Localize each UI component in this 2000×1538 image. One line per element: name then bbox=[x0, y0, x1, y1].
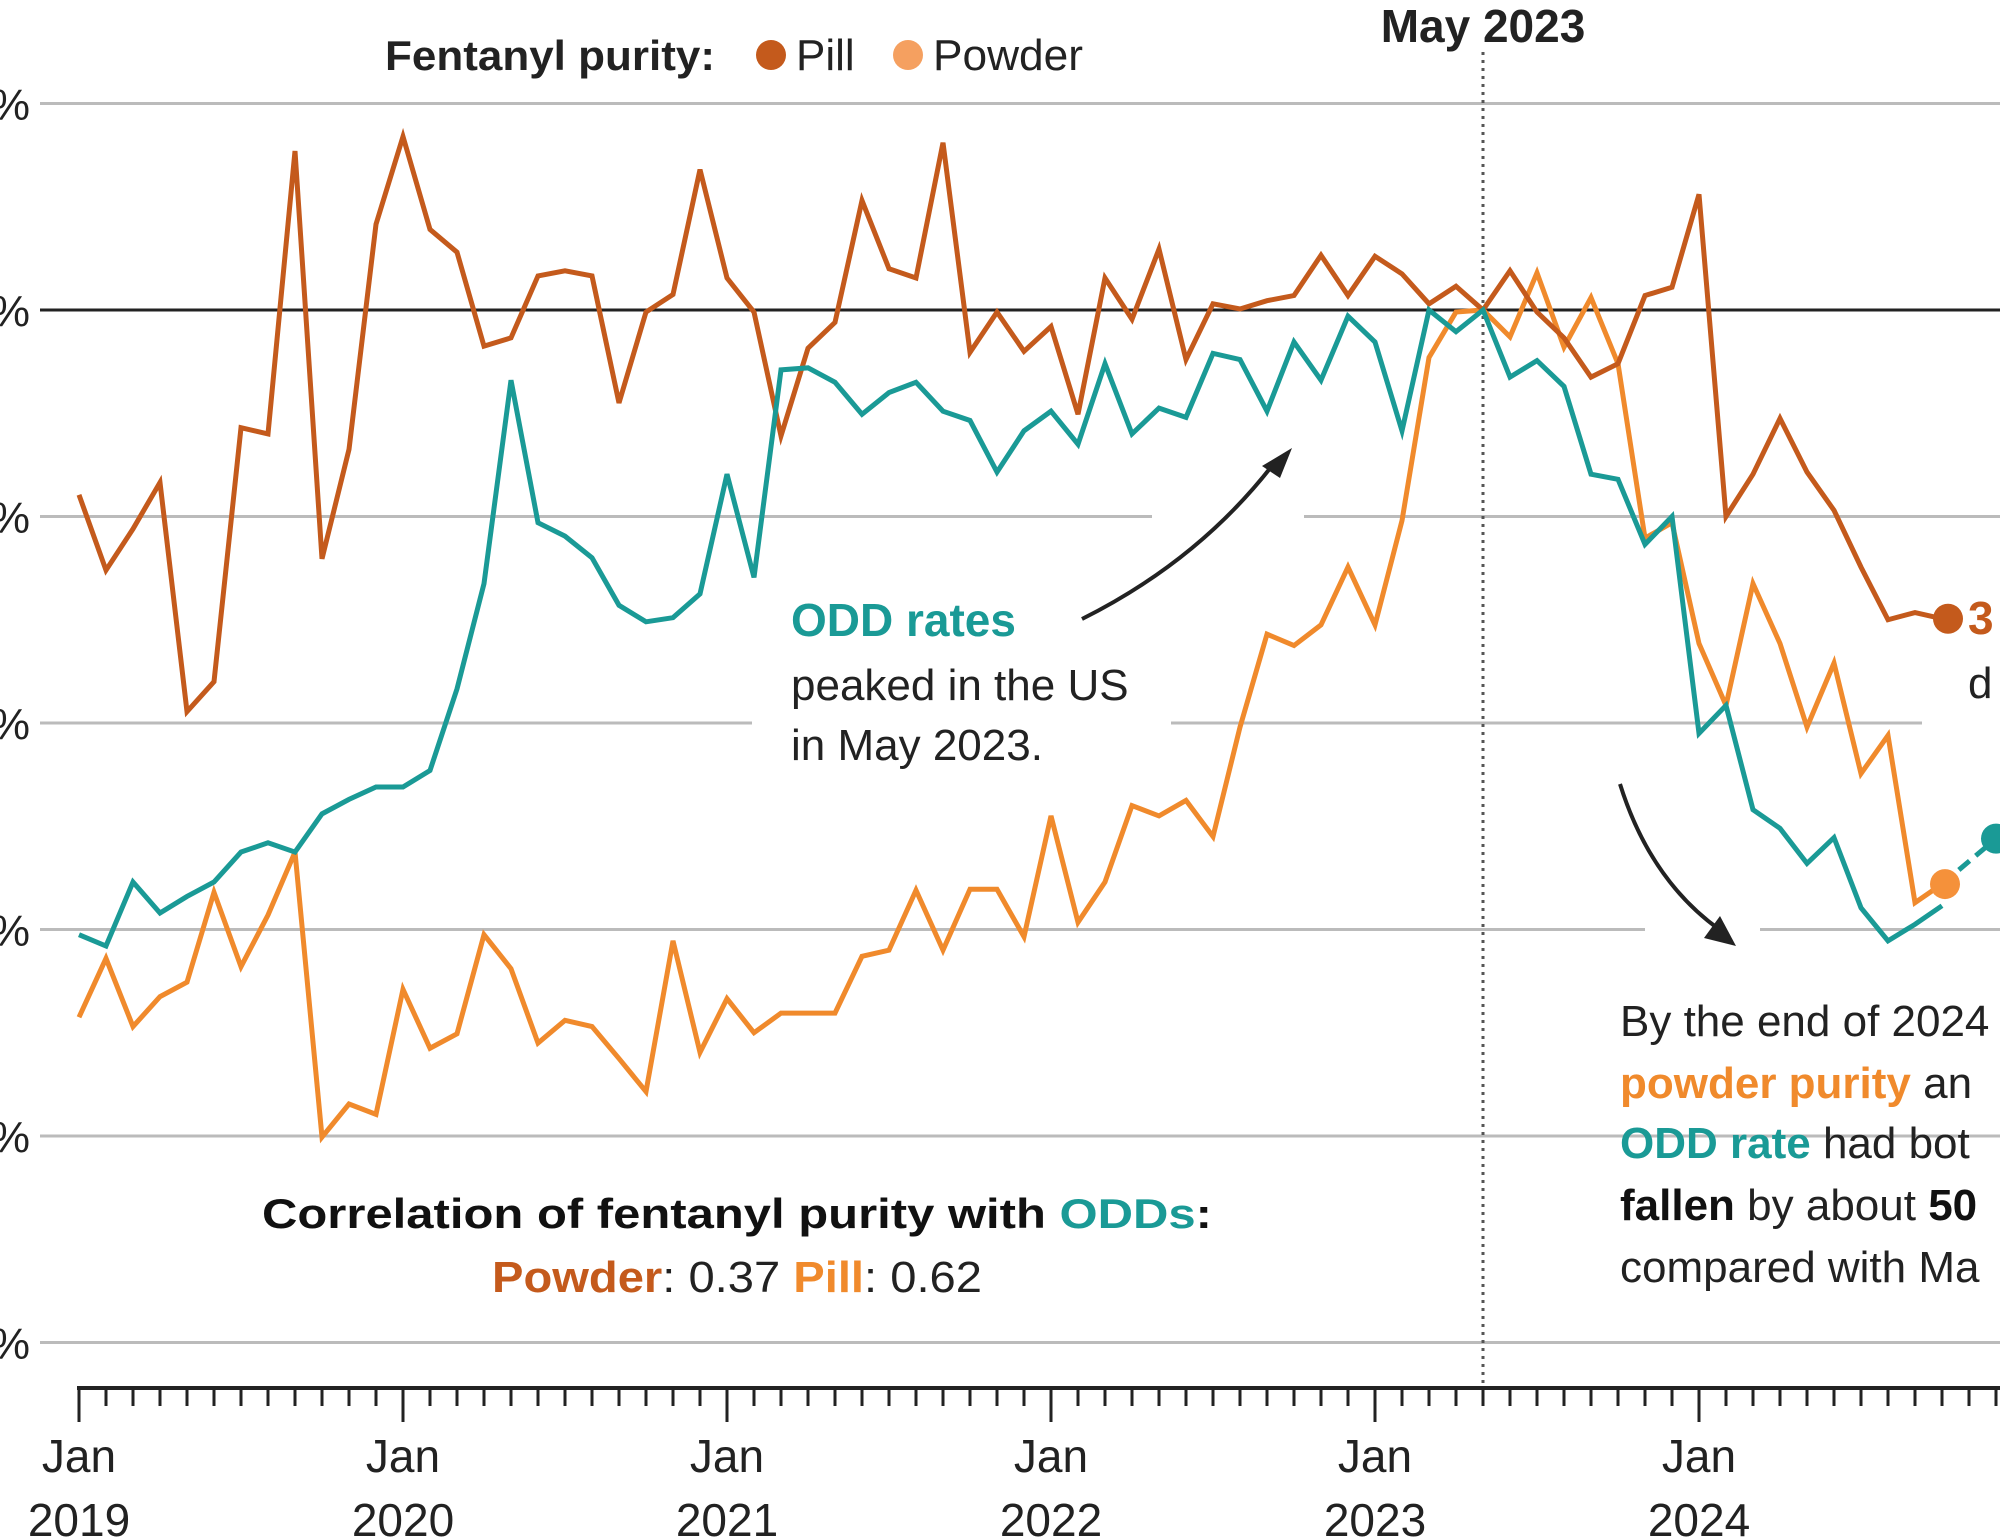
annotation-end-line5: compared with Ma bbox=[1620, 1243, 1980, 1292]
annotation-end-line3: ODD rate had bot bbox=[1620, 1119, 1970, 1168]
annotation-end-line4-mid: by about bbox=[1735, 1181, 1928, 1230]
may-2023-label: May 2023 bbox=[1381, 0, 1586, 52]
annotation-odd-line2: in May 2023. bbox=[791, 721, 1043, 770]
y-axis-labels: %%%%%%% bbox=[0, 81, 30, 1369]
correlation-title: Correlation of fentanyl purity with ODDs… bbox=[262, 1190, 1212, 1237]
x-tick-label-year: 2020 bbox=[352, 1494, 454, 1538]
x-tick-label-month: Jan bbox=[1338, 1430, 1412, 1482]
odd-rate-highlight: ODD rate bbox=[1620, 1119, 1811, 1168]
annotation-odd-title: ODD rates bbox=[791, 594, 1016, 646]
correlation-values: Powder: 0.37 Pill: 0.62 bbox=[492, 1253, 982, 1302]
x-tick-label-month: Jan bbox=[366, 1430, 440, 1482]
legend-powder-dot bbox=[893, 40, 923, 70]
legend-pill-dot bbox=[756, 40, 786, 70]
legend: Fentanyl purity: Pill Powder bbox=[385, 31, 1083, 80]
x-tick-label-year: 2024 bbox=[1648, 1494, 1750, 1538]
y-tick-label: % bbox=[0, 700, 30, 749]
annotation-end-line1: By the end of 2024 bbox=[1620, 997, 1989, 1046]
x-axis: Jan 2019 Jan 2020 Jan 2021 Jan 2022 Jan 2023 Jan 20… bbox=[28, 1386, 2000, 1538]
series-line-odd-rates bbox=[78, 305, 1944, 950]
x-tick-label-year: 2022 bbox=[1000, 1494, 1102, 1538]
x-tick-label-year: 2019 bbox=[28, 1494, 130, 1538]
correlation-pill-value: : 0.62 bbox=[864, 1253, 982, 1302]
x-tick-label-month: Jan bbox=[42, 1430, 116, 1482]
legend-pill-label: Pill bbox=[796, 31, 855, 80]
correlation-pill-label: Pill bbox=[793, 1253, 864, 1302]
powder-end-marker bbox=[1930, 869, 1960, 900]
pill-end-value: 3 bbox=[1968, 592, 1994, 644]
annotation-end-line4: fallen by about 50 bbox=[1620, 1181, 1977, 1230]
y-tick-label: % bbox=[0, 1113, 30, 1162]
annotation-end-line3-rest: had bot bbox=[1811, 1119, 1970, 1168]
fifty-highlight: 50 bbox=[1928, 1181, 1977, 1230]
legend-title: Fentanyl purity: bbox=[385, 32, 715, 79]
x-tick-label-month: Jan bbox=[1662, 1430, 1736, 1482]
series-line-powder bbox=[76, 265, 1944, 1144]
annotation-odd-peak: ODD rates peaked in the US in May 2023. bbox=[791, 594, 1129, 770]
y-tick-label: % bbox=[0, 81, 30, 130]
odd-end-marker bbox=[1981, 823, 2000, 854]
x-tick-label-month: Jan bbox=[1014, 1430, 1088, 1482]
correlation-title-suffix: : bbox=[1196, 1190, 1212, 1237]
correlation-note: Correlation of fentanyl purity with ODDs… bbox=[262, 1190, 1212, 1302]
x-tick-label-month: Jan bbox=[690, 1430, 764, 1482]
legend-powder-label: Powder bbox=[933, 31, 1083, 80]
pill-end-marker bbox=[1933, 603, 1963, 634]
y-tick-label: % bbox=[0, 494, 30, 543]
arrow-end-2024 bbox=[1618, 783, 1736, 946]
series-lines bbox=[76, 127, 2000, 1144]
fallen-highlight: fallen bbox=[1620, 1181, 1735, 1230]
y-tick-label: % bbox=[0, 1320, 30, 1369]
powder-purity-highlight: powder purity bbox=[1620, 1059, 1911, 1108]
correlation-title-odds: ODDs bbox=[1060, 1190, 1196, 1237]
y-tick-label: % bbox=[0, 907, 30, 956]
x-tick-label-year: 2023 bbox=[1324, 1494, 1426, 1538]
annotation-odd-line1: peaked in the US bbox=[791, 661, 1129, 710]
annotation-end-line2-rest: an bbox=[1911, 1059, 1972, 1108]
pill-end-text: d bbox=[1968, 659, 1992, 708]
y-tick-label: % bbox=[0, 287, 30, 336]
annotation-end-2024: By the end of 2024 powder purity an ODD … bbox=[1620, 997, 1989, 1292]
annotation-end-line2: powder purity an bbox=[1620, 1059, 1972, 1108]
series-line-pill bbox=[76, 127, 1943, 718]
arrow-odd-peak bbox=[1081, 448, 1292, 621]
correlation-title-prefix: Correlation of fentanyl purity with bbox=[262, 1190, 1060, 1237]
correlation-powder-value: : 0.37 bbox=[662, 1253, 793, 1302]
x-tick-label-year: 2021 bbox=[676, 1494, 778, 1538]
correlation-powder-label: Powder bbox=[492, 1253, 662, 1302]
